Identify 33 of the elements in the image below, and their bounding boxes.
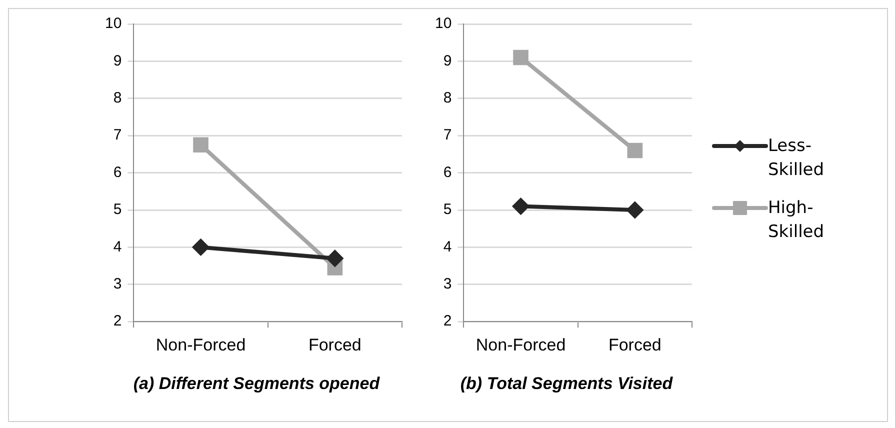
point (192, 239, 209, 256)
y-tick-label: 5 (443, 201, 452, 218)
y-tick-label: 3 (443, 276, 452, 293)
x-tick-label: Non-Forced (156, 335, 246, 354)
legend-label: High-Skilled (768, 197, 826, 244)
y-tick-label: 2 (113, 312, 122, 330)
y-tick-label: 2 (443, 312, 452, 330)
x-tick-label: Forced (608, 335, 662, 354)
point (626, 202, 643, 218)
y-tick-label: 6 (113, 164, 122, 181)
y-tick-label: 3 (113, 276, 122, 293)
point (627, 142, 643, 158)
point (513, 50, 528, 66)
y-tick-label: 5 (113, 201, 122, 218)
y-tick-label: 8 (113, 90, 122, 107)
y-tick-label: 6 (443, 164, 452, 181)
y-tick-label: 8 (443, 90, 452, 107)
y-tick-label: 10 (434, 15, 452, 32)
y-tick-label: 9 (443, 52, 452, 70)
point (193, 137, 208, 153)
y-tick-label: 7 (443, 126, 452, 144)
y-tick-label: 9 (113, 52, 122, 70)
x-tick-label: Forced (308, 335, 362, 354)
point (326, 250, 343, 266)
point (512, 198, 529, 214)
y-tick-label: 7 (113, 126, 122, 144)
text: (a) Different Segments opened (132, 374, 381, 394)
legend-label: Less-Skilled (768, 135, 826, 182)
x-tick-label: Non-Forced (476, 335, 566, 354)
y-tick-label: 4 (113, 238, 122, 256)
y-tick-label: 10 (104, 15, 122, 32)
y-tick-label: 4 (443, 238, 452, 256)
text: (b) Total Segments Visited (459, 374, 674, 394)
